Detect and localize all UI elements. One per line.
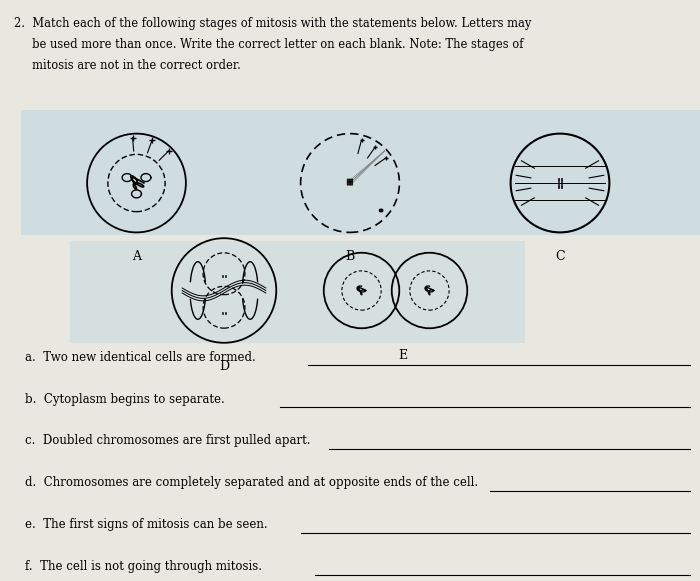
Text: D: D [219, 360, 229, 373]
Text: f.  The cell is not going through mitosis.: f. The cell is not going through mitosis… [25, 560, 262, 573]
Text: mitosis are not in the correct order.: mitosis are not in the correct order. [14, 59, 241, 71]
Text: be used more than once. Write the correct letter on each blank. Note: The stages: be used more than once. Write the correc… [14, 38, 524, 51]
Text: B: B [345, 250, 355, 263]
FancyBboxPatch shape [558, 178, 559, 181]
FancyBboxPatch shape [350, 182, 353, 185]
FancyBboxPatch shape [222, 275, 223, 277]
FancyBboxPatch shape [561, 185, 562, 188]
Text: E: E [398, 349, 407, 361]
FancyBboxPatch shape [558, 182, 559, 184]
FancyBboxPatch shape [561, 178, 562, 181]
Text: c.  Doubled chromosomes are first pulled apart.: c. Doubled chromosomes are first pulled … [25, 435, 310, 447]
FancyBboxPatch shape [222, 311, 223, 314]
Text: d.  Chromosomes are completely separated and at opposite ends of the cell.: d. Chromosomes are completely separated … [25, 476, 477, 489]
Text: A: A [132, 250, 141, 263]
FancyBboxPatch shape [350, 179, 353, 182]
FancyBboxPatch shape [21, 110, 700, 235]
FancyBboxPatch shape [70, 241, 525, 343]
FancyBboxPatch shape [347, 182, 350, 185]
FancyBboxPatch shape [561, 182, 562, 184]
Text: e.  The first signs of mitosis can be seen.: e. The first signs of mitosis can be see… [25, 518, 267, 531]
Text: C: C [555, 250, 565, 263]
FancyBboxPatch shape [347, 179, 350, 182]
Text: 2.  Match each of the following stages of mitosis with the statements below. Let: 2. Match each of the following stages of… [14, 17, 531, 30]
FancyBboxPatch shape [558, 185, 559, 188]
Text: b.  Cytoplasm begins to separate.: b. Cytoplasm begins to separate. [25, 393, 224, 406]
Text: a.  Two new identical cells are formed.: a. Two new identical cells are formed. [25, 351, 255, 364]
